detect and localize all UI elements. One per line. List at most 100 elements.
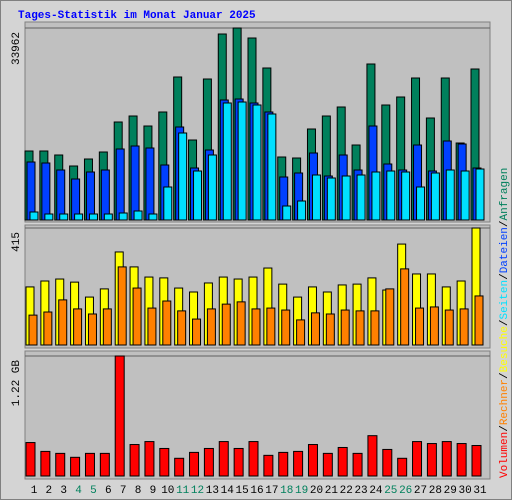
bar xyxy=(26,161,36,221)
legend-separator: / xyxy=(499,273,511,280)
bar xyxy=(415,307,425,346)
bar xyxy=(236,301,246,346)
bar xyxy=(40,450,51,477)
bar xyxy=(341,175,351,221)
x-tick-label: 26 xyxy=(399,485,412,497)
bar xyxy=(252,104,262,221)
bar xyxy=(278,451,289,477)
bar xyxy=(43,311,53,346)
legend-separator: / xyxy=(499,425,511,432)
bar xyxy=(444,309,454,346)
bar xyxy=(222,102,232,221)
bar xyxy=(118,212,128,221)
bar xyxy=(148,213,158,221)
legend-entry: Rechner xyxy=(499,379,511,425)
bar xyxy=(474,295,484,346)
bar xyxy=(248,441,259,477)
bar xyxy=(412,441,423,477)
bar xyxy=(103,213,113,221)
bar xyxy=(192,318,202,346)
bar xyxy=(263,454,274,477)
bar xyxy=(84,452,95,477)
x-tick-label: 23 xyxy=(354,485,367,497)
bar xyxy=(237,101,247,221)
bar xyxy=(59,213,69,221)
legend-entry: Dateien xyxy=(499,227,511,273)
x-tick-label: 18 xyxy=(280,485,293,497)
bar xyxy=(193,170,203,221)
bar xyxy=(174,457,185,477)
x-tick-label: 8 xyxy=(135,485,142,497)
bar xyxy=(340,309,350,346)
bar xyxy=(58,299,68,346)
bar xyxy=(456,443,467,477)
x-tick-label: 15 xyxy=(236,485,249,497)
bar xyxy=(282,205,292,221)
bar xyxy=(371,171,381,221)
bar xyxy=(114,355,125,477)
bar xyxy=(296,319,306,346)
bar xyxy=(441,441,452,477)
bar xyxy=(130,145,140,221)
bar xyxy=(352,452,363,477)
bar xyxy=(356,174,366,221)
bar xyxy=(310,312,320,346)
x-tick-label: 28 xyxy=(429,485,442,497)
x-tick-label: 21 xyxy=(325,485,339,497)
bar xyxy=(337,446,348,477)
x-tick-label: 7 xyxy=(120,485,127,497)
x-tick-label: 19 xyxy=(295,485,308,497)
bar xyxy=(74,213,84,221)
legend-entry: Besuche xyxy=(499,326,511,372)
bar xyxy=(471,445,482,477)
bar xyxy=(100,169,110,221)
x-tick-label: 2 xyxy=(46,485,53,497)
bar xyxy=(163,186,173,221)
bar xyxy=(102,308,112,346)
bar xyxy=(266,307,276,346)
bar xyxy=(144,441,155,477)
bar xyxy=(370,310,380,346)
legend-entry: Anfragen xyxy=(499,168,511,221)
bar xyxy=(206,308,216,346)
bar xyxy=(147,307,157,346)
bar xyxy=(475,168,485,221)
x-tick-label: 25 xyxy=(384,485,397,497)
bar xyxy=(267,113,277,221)
bar xyxy=(56,169,66,221)
bar xyxy=(99,452,110,477)
bar xyxy=(382,448,393,477)
x-tick-label: 17 xyxy=(265,485,278,497)
bar xyxy=(162,300,172,346)
bar xyxy=(367,435,378,477)
x-tick-label: 6 xyxy=(105,485,112,497)
bar xyxy=(386,170,396,221)
bar xyxy=(401,171,411,221)
bar xyxy=(159,447,170,477)
bar xyxy=(233,447,244,477)
bar xyxy=(178,132,188,221)
bar xyxy=(218,441,229,477)
bar xyxy=(430,172,440,221)
x-tick-label: 11 xyxy=(176,485,190,497)
bar xyxy=(460,170,470,221)
y-tick-label: 33962 xyxy=(11,32,23,65)
bar xyxy=(251,308,261,346)
bar xyxy=(44,213,54,221)
legend-separator: / xyxy=(499,220,511,227)
legend: Volumen/Rechner/Besuche/Seiten/Dateien/A… xyxy=(499,168,511,478)
bar xyxy=(326,177,336,221)
bar xyxy=(133,210,143,221)
bar xyxy=(55,452,66,477)
bar xyxy=(322,452,333,477)
bar xyxy=(203,447,214,477)
bar xyxy=(115,148,125,221)
bar xyxy=(41,162,51,221)
legend-entry: Seiten xyxy=(499,280,511,320)
bar xyxy=(29,211,39,221)
bar xyxy=(445,169,455,221)
bar xyxy=(132,287,142,346)
bar xyxy=(221,303,231,346)
bar xyxy=(429,306,439,346)
